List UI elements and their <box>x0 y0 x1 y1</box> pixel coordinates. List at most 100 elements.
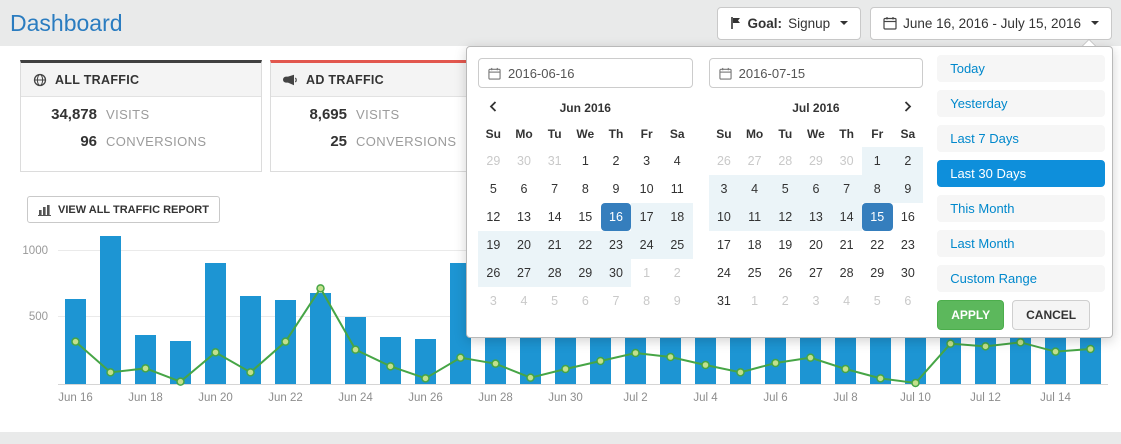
calendar-day[interactable]: 18 <box>661 203 693 231</box>
calendar-day[interactable]: 9 <box>892 175 924 203</box>
chart-bar[interactable] <box>163 225 198 384</box>
calendar-day[interactable]: 11 <box>670 182 684 196</box>
start-date-input[interactable] <box>508 65 683 81</box>
prev-month-button[interactable] <box>478 95 509 121</box>
chart-point[interactable] <box>561 364 570 374</box>
calendar-day[interactable]: 10 <box>708 203 740 231</box>
chart-bar[interactable] <box>443 225 478 384</box>
range-option-last-month[interactable]: Last Month <box>937 230 1105 257</box>
calendar-day[interactable]: 30 <box>900 266 915 280</box>
calendar-day[interactable]: 24 <box>716 266 731 280</box>
calendar-day[interactable]: 25 <box>747 266 762 280</box>
chart-bar[interactable] <box>93 225 128 384</box>
chart-point[interactable] <box>386 362 395 371</box>
calendar-day[interactable]: 30 <box>839 154 854 168</box>
chart-point[interactable] <box>771 358 780 368</box>
chart-point[interactable] <box>946 339 955 348</box>
calendar-day[interactable]: 28 <box>778 154 793 168</box>
chart-point[interactable] <box>981 342 990 351</box>
calendar-day[interactable]: 3 <box>489 294 497 308</box>
calendar-day[interactable]: 6 <box>904 294 912 308</box>
calendar-day[interactable]: 27 <box>808 266 823 280</box>
calendar-day[interactable]: 5 <box>769 175 801 203</box>
calendar-day[interactable]: 5 <box>873 294 881 308</box>
calendar-day[interactable]: 29 <box>870 266 885 280</box>
goal-selector-button[interactable]: Goal: Signup <box>716 6 862 40</box>
chart-point[interactable] <box>911 378 920 388</box>
calendar-day[interactable]: 3 <box>812 294 820 308</box>
chart-bar[interactable] <box>233 225 268 384</box>
chart-point[interactable] <box>316 284 325 293</box>
calendar-day[interactable]: 17 <box>716 238 731 252</box>
calendar-day[interactable]: 15 <box>861 203 893 231</box>
calendar-day[interactable]: 4 <box>739 175 770 203</box>
calendar-day[interactable]: 30 <box>600 259 632 287</box>
calendar-day[interactable]: 7 <box>612 294 620 308</box>
range-option-custom-range[interactable]: Custom Range <box>937 265 1105 292</box>
calendar-day[interactable]: 1 <box>861 147 893 175</box>
chart-point[interactable] <box>71 337 80 346</box>
calendar-day[interactable]: 29 <box>808 154 823 168</box>
calendar-day[interactable]: 29 <box>486 154 501 168</box>
calendar-day[interactable]: 4 <box>520 294 528 308</box>
calendar-day[interactable]: 13 <box>800 203 832 231</box>
calendar-day[interactable]: 30 <box>517 154 531 168</box>
chart-bar[interactable] <box>408 225 443 384</box>
range-option-last-30-days[interactable]: Last 30 Days <box>937 160 1105 187</box>
calendar-day[interactable]: 20 <box>508 231 540 259</box>
calendar-day[interactable]: 19 <box>778 238 793 252</box>
calendar-day[interactable]: 8 <box>643 294 651 308</box>
calendar-day[interactable]: 2 <box>892 147 924 175</box>
calendar-day[interactable]: 26 <box>716 154 731 168</box>
calendar-day[interactable]: 13 <box>517 210 531 224</box>
chart-point[interactable] <box>281 337 290 346</box>
calendar-day[interactable]: 11 <box>739 203 770 231</box>
calendar-day[interactable]: 26 <box>778 266 793 280</box>
calendar-day[interactable]: 17 <box>631 203 662 231</box>
calendar-day[interactable]: 16 <box>900 210 915 224</box>
calendar-day[interactable]: 4 <box>673 154 681 168</box>
calendar-day[interactable]: 31 <box>716 294 731 308</box>
calendar-day[interactable]: 3 <box>708 175 740 203</box>
calendar-day[interactable]: 27 <box>508 259 540 287</box>
calendar-day[interactable]: 21 <box>539 231 570 259</box>
chart-point[interactable] <box>596 356 605 366</box>
calendar-day[interactable]: 10 <box>639 182 654 196</box>
chart-point[interactable] <box>876 374 885 383</box>
daterange-button[interactable]: June 16, 2016 - July 15, 2016 <box>870 6 1112 40</box>
calendar-day[interactable]: 1 <box>581 154 589 168</box>
calendar-day[interactable]: 15 <box>578 210 593 224</box>
calendar-day[interactable]: 6 <box>581 294 589 308</box>
calendar-day[interactable]: 25 <box>661 231 693 259</box>
chart-point[interactable] <box>526 373 535 382</box>
chart-point[interactable] <box>806 353 815 362</box>
calendar-day[interactable]: 9 <box>673 294 681 308</box>
calendar-day[interactable]: 12 <box>486 210 501 224</box>
chart-point[interactable] <box>736 368 745 377</box>
calendar-day[interactable]: 8 <box>581 182 589 196</box>
chart-point[interactable] <box>1086 344 1095 354</box>
chart-point[interactable] <box>421 374 430 383</box>
calendar-day[interactable]: 5 <box>489 182 497 196</box>
calendar-day[interactable]: 21 <box>839 238 854 252</box>
chart-point[interactable] <box>701 360 710 370</box>
calendar-day[interactable]: 9 <box>612 182 620 196</box>
chart-point[interactable] <box>246 368 255 377</box>
chart-point[interactable] <box>106 368 115 377</box>
apply-button[interactable]: APPLY <box>937 300 1005 330</box>
calendar-day[interactable]: 2 <box>612 154 620 168</box>
next-month-button[interactable] <box>893 95 924 121</box>
chart-point[interactable] <box>1016 338 1025 347</box>
calendar-day[interactable]: 28 <box>839 266 854 280</box>
calendar-day[interactable]: 20 <box>808 238 823 252</box>
calendar-day[interactable]: 14 <box>831 203 862 231</box>
calendar-day[interactable]: 28 <box>539 259 570 287</box>
calendar-day[interactable]: 4 <box>843 294 851 308</box>
calendar-day[interactable]: 12 <box>769 203 801 231</box>
calendar-day[interactable]: 31 <box>547 154 562 168</box>
chart-point[interactable] <box>631 348 640 358</box>
range-option-last-7-days[interactable]: Last 7 Days <box>937 125 1105 152</box>
calendar-day[interactable]: 18 <box>747 238 762 252</box>
calendar-day[interactable]: 22 <box>870 238 885 252</box>
range-option-yesterday[interactable]: Yesterday <box>937 90 1105 117</box>
